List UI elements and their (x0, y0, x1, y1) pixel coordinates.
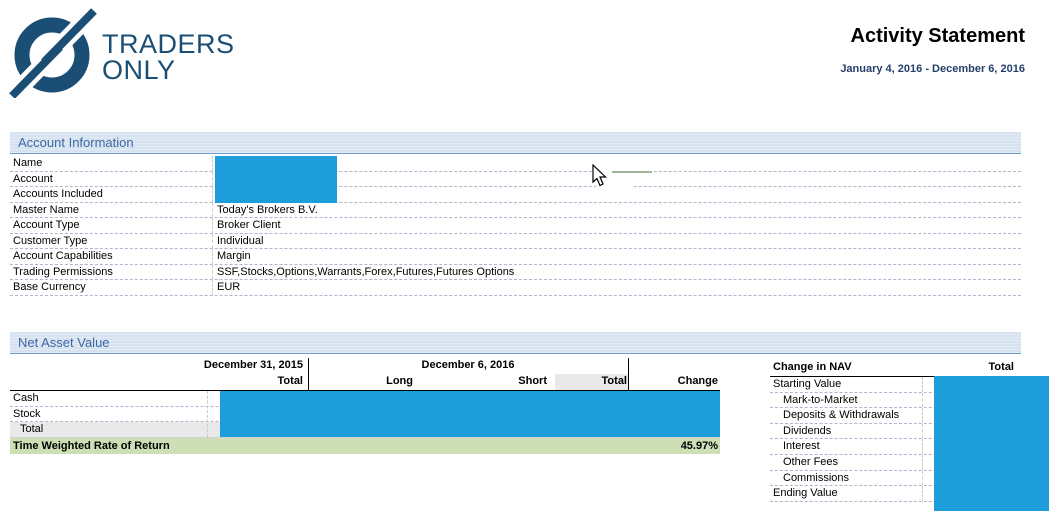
row-value: Broker Client (217, 219, 281, 231)
table-row: Account (10, 171, 1021, 187)
change-in-nav-header: Change in NAV Total (770, 360, 1021, 376)
row-label: Customer Type (10, 233, 213, 248)
column-group-divider (308, 358, 309, 390)
table-row: Commissions (770, 470, 1021, 487)
total-column-shading (555, 374, 628, 390)
page-title: Activity Statement (850, 25, 1026, 47)
row-value: Individual (217, 234, 264, 247)
redaction-box-account-values (215, 156, 337, 203)
row-label: Account (10, 171, 213, 186)
hover-highlight-line (612, 171, 652, 173)
table-row: Accounts Included (10, 187, 1021, 203)
time-weighted-rate-of-return-row: Time Weighted Rate of Return 45.97% (10, 438, 720, 454)
row-label: Account Type (10, 218, 213, 233)
table-row: Master Name Today's Brokers B.V. (10, 202, 1021, 218)
logo-word-traders: TRADERS (102, 29, 235, 59)
table-row: Trading Permissions SSF,Stocks,Options,W… (10, 264, 1021, 280)
change-in-nav-table: Change in NAV Total Starting Value Mark-… (770, 360, 1021, 502)
row-label: Ending Value (770, 486, 923, 501)
column-group-dec-31-2015: December 31, 2015 (203, 359, 303, 371)
logo-wordmark: TRADERS ONLY (102, 29, 235, 85)
row-label: Trading Permissions (10, 264, 213, 279)
row-label: Deposits & Withdrawals (770, 408, 923, 423)
table-row: Deposits & Withdrawals (770, 408, 1021, 424)
traders-only-logo-icon (8, 8, 98, 98)
twr-label: Time Weighted Rate of Return (13, 440, 170, 452)
table-row: Customer Type Individual (10, 233, 1021, 249)
table-row: Interest (770, 439, 1021, 455)
table-row: Ending Value (770, 486, 1021, 502)
redaction-box-change-in-nav-values (934, 376, 1049, 511)
row-label: Dividends (770, 423, 923, 439)
column-group-divider (628, 358, 629, 390)
twr-value: 45.97% (680, 440, 718, 452)
row-label: Master Name (10, 202, 213, 217)
table-row: Base Currency EUR (10, 280, 1021, 296)
account-information-table: Name Account Accounts Included Master Na… (10, 156, 1021, 296)
row-value: EUR (217, 281, 241, 293)
row-label: Mark-to-Market (770, 392, 923, 408)
table-row: Starting Value (770, 377, 1021, 393)
row-label: Interest (770, 439, 923, 454)
table-row: Name (10, 156, 1021, 172)
column-header-total-2016: Total (601, 375, 627, 387)
header-underline (770, 376, 1021, 377)
table-row: Other Fees (770, 454, 1021, 471)
column-header-total-2015: Total (277, 375, 303, 387)
change-in-nav-total-header: Total (988, 361, 1014, 373)
header-underline (10, 390, 720, 391)
table-row: Account Capabilities Margin (10, 249, 1021, 265)
row-value: Today's Brokers B.V. (217, 203, 318, 216)
label-column-divider (207, 391, 208, 437)
row-label: Name (10, 156, 213, 171)
row-label: Commissions (770, 470, 923, 486)
table-row: Dividends (770, 423, 1021, 440)
column-group-dec-6-2016: December 6, 2016 (421, 359, 515, 371)
column-header-long: Long (386, 375, 413, 387)
table-row: Account Type Broker Client (10, 218, 1021, 234)
row-label: Accounts Included (10, 187, 213, 202)
row-value: Margin (217, 250, 251, 262)
row-label: Starting Value (770, 377, 923, 392)
table-row: Mark-to-Market (770, 392, 1021, 409)
row-label: Other Fees (770, 454, 923, 470)
row-label: Account Capabilities (10, 249, 213, 264)
change-in-nav-title: Change in NAV (773, 361, 852, 373)
redaction-box-nav-values (220, 391, 720, 437)
mouse-cursor-icon (592, 164, 607, 187)
row-value: SSF,Stocks,Options,Warrants,Forex,Future… (217, 265, 515, 278)
account-information-section-header: Account Information (10, 132, 1021, 154)
row-label: Base Currency (10, 280, 213, 295)
net-asset-value-section-header: Net Asset Value (10, 332, 1021, 354)
column-header-short: Short (518, 375, 547, 387)
statement-date-range: January 4, 2016 - December 6, 2016 (840, 63, 1025, 75)
logo-word-only: ONLY (102, 55, 176, 85)
column-header-change: Change (677, 375, 718, 387)
